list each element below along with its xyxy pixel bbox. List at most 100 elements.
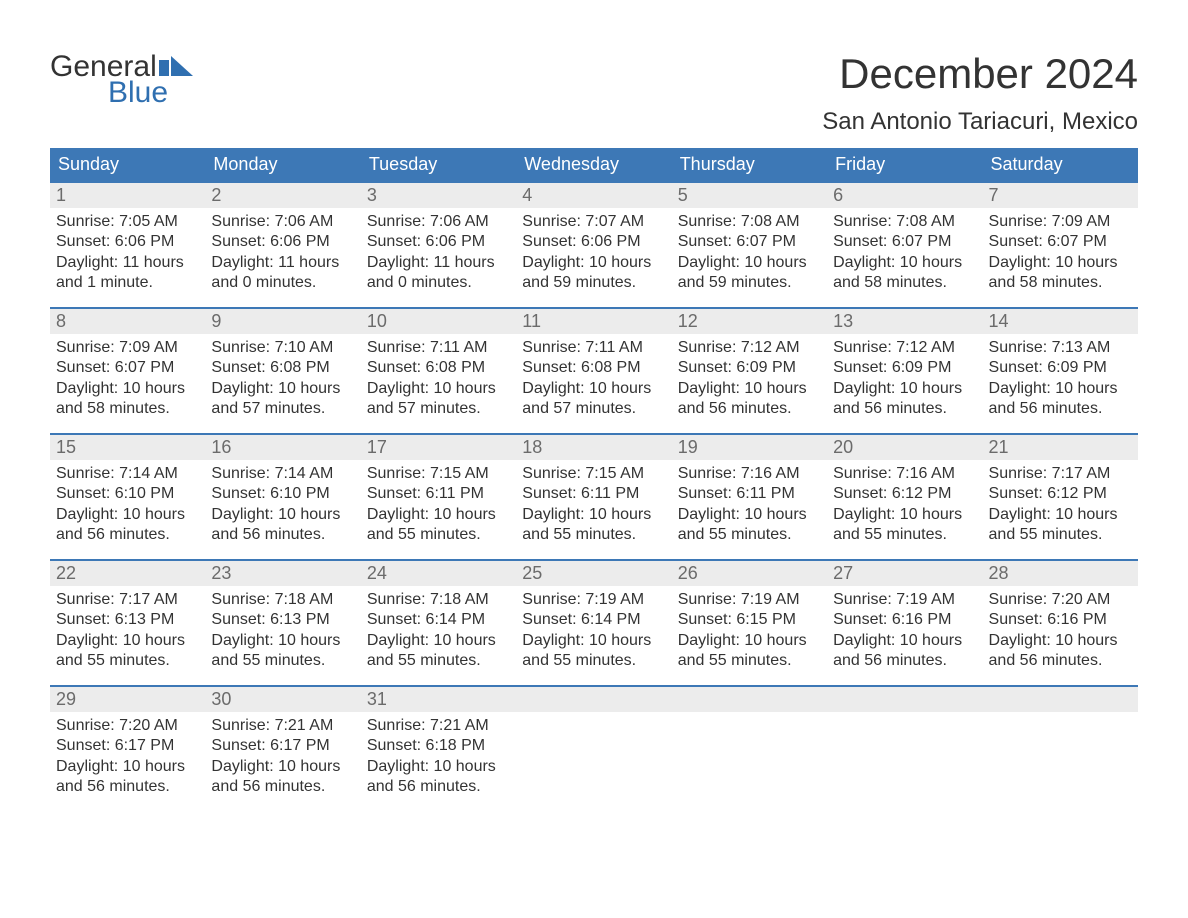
dayheader-mon: Monday: [205, 148, 360, 181]
day-number: 13: [833, 311, 853, 331]
day-number: 15: [56, 437, 76, 457]
day-number: 8: [56, 311, 66, 331]
day-details: Sunrise: 7:07 AMSunset: 6:06 PMDaylight:…: [522, 212, 665, 294]
day-number: 17: [367, 437, 387, 457]
day-details: Sunrise: 7:09 AMSunset: 6:07 PMDaylight:…: [989, 212, 1132, 294]
calendar-header-row: Sunday Monday Tuesday Wednesday Thursday…: [50, 148, 1138, 181]
day-number-row: 11: [516, 309, 671, 334]
dayheader-sun: Sunday: [50, 148, 205, 181]
calendar-day: 27Sunrise: 7:19 AMSunset: 6:16 PMDayligh…: [827, 561, 982, 685]
day-details: Sunrise: 7:21 AMSunset: 6:18 PMDaylight:…: [367, 716, 510, 798]
day-details: Sunrise: 7:11 AMSunset: 6:08 PMDaylight:…: [367, 338, 510, 420]
calendar-day: 26 Sunrise: 7:19 AMSunset: 6:15 PMDayligh…: [672, 561, 827, 685]
day-details: Sunrise: 7:18 AMSunset: 6:13 PMDaylight:…: [211, 590, 354, 672]
day-details: Sunrise: 7:16 AMSunset: 6:12 PMDaylight:…: [833, 464, 976, 546]
calendar-week: 8 Sunrise: 7:09 AMSunset: 6:07 PMDaylight…: [50, 307, 1138, 433]
day-details: Sunrise: 7:06 AMSunset: 6:06 PMDaylight:…: [367, 212, 510, 294]
day-details: Sunrise: 7:19 AMSunset: 6:15 PMDaylight:…: [678, 590, 821, 672]
day-details: Sunrise: 7:18 AMSunset: 6:14 PMDaylight:…: [367, 590, 510, 672]
day-number: 3: [367, 185, 377, 205]
day-number: 14: [989, 311, 1009, 331]
calendar-day: 18Sunrise: 7:15 AMSunset: 6:11 PMDayligh…: [516, 435, 671, 559]
calendar-day: 20 Sunrise: 7:16 AMSunset: 6:12 PMDayligh…: [827, 435, 982, 559]
calendar-day: 9Sunrise: 7:10 AMSunset: 6:08 PMDaylight…: [205, 309, 360, 433]
day-number: 12: [678, 311, 698, 331]
day-details: Sunrise: 7:20 AMSunset: 6:17 PMDaylight:…: [56, 716, 199, 798]
day-number-row: 12: [672, 309, 827, 334]
day-details: Sunrise: 7:14 AMSunset: 6:10 PMDaylight:…: [56, 464, 199, 546]
title-block: December 2024 San Antonio Tariacuri, Mex…: [822, 50, 1138, 136]
day-number: 19: [678, 437, 698, 457]
calendar-day: 19Sunrise: 7:16 AMSunset: 6:11 PMDayligh…: [672, 435, 827, 559]
month-title: December 2024: [822, 50, 1138, 98]
day-details: Sunrise: 7:14 AMSunset: 6:10 PMDaylight:…: [211, 464, 354, 546]
day-number-row: 25: [516, 561, 671, 586]
calendar-day: 5 Sunrise: 7:08 AMSunset: 6:07 PMDaylight…: [672, 183, 827, 307]
day-number-row: 4: [516, 183, 671, 208]
day-number-row: 1: [50, 183, 205, 208]
day-number-row: 29: [50, 687, 205, 712]
calendar-day: 8 Sunrise: 7:09 AMSunset: 6:07 PMDaylight…: [50, 309, 205, 433]
day-number-row: 20: [827, 435, 982, 460]
day-number-row: 5: [672, 183, 827, 208]
day-number-row: 8: [50, 309, 205, 334]
day-number-row: 2: [205, 183, 360, 208]
day-number-row: 23: [205, 561, 360, 586]
day-number-row: .: [983, 687, 1138, 712]
day-number: 18: [522, 437, 542, 457]
day-number: 29: [56, 689, 76, 709]
day-details: Sunrise: 7:17 AMSunset: 6:12 PMDaylight:…: [989, 464, 1132, 546]
day-details: Sunrise: 7:19 AMSunset: 6:14 PMDaylight:…: [522, 590, 665, 672]
day-details: Sunrise: 7:15 AMSunset: 6:11 PMDaylight:…: [367, 464, 510, 546]
logo-text-2: Blue: [50, 76, 193, 110]
day-number-row: 27: [827, 561, 982, 586]
day-number: 4: [522, 185, 532, 205]
day-number-row: 16: [205, 435, 360, 460]
calendar-day: 29 Sunrise: 7:20 AMSunset: 6:17 PMDayligh…: [50, 687, 205, 811]
day-details: Sunrise: 7:06 AMSunset: 6:06 PMDaylight:…: [211, 212, 354, 294]
day-number: 1: [56, 185, 66, 205]
day-details: Sunrise: 7:08 AMSunset: 6:07 PMDaylight:…: [833, 212, 976, 294]
day-number-row: 7: [983, 183, 1138, 208]
dayheader-thu: Thursday: [672, 148, 827, 181]
calendar-day: 17 Sunrise: 7:15 AMSunset: 6:11 PMDayligh…: [361, 435, 516, 559]
day-number-row: 24: [361, 561, 516, 586]
calendar-day: 15 Sunrise: 7:14 AMSunset: 6:10 PMDayligh…: [50, 435, 205, 559]
day-number-row: 10: [361, 309, 516, 334]
day-details: Sunrise: 7:09 AMSunset: 6:07 PMDaylight:…: [56, 338, 199, 420]
calendar-day: .: [672, 687, 827, 811]
day-number-row: 6: [827, 183, 982, 208]
dayheader-sat: Saturday: [983, 148, 1138, 181]
day-number-row: 21: [983, 435, 1138, 460]
day-details: Sunrise: 7:11 AMSunset: 6:08 PMDaylight:…: [522, 338, 665, 420]
day-number: 24: [367, 563, 387, 583]
day-details: Sunrise: 7:08 AMSunset: 6:07 PMDaylight:…: [678, 212, 821, 294]
calendar-day: 2 Sunrise: 7:06 AMSunset: 6:06 PMDaylight…: [205, 183, 360, 307]
day-number-row: 3: [361, 183, 516, 208]
day-number: 11: [522, 311, 541, 331]
calendar-day: 21 Sunrise: 7:17 AMSunset: 6:12 PMDayligh…: [983, 435, 1138, 559]
calendar-day: 24 Sunrise: 7:18 AMSunset: 6:14 PMDayligh…: [361, 561, 516, 685]
calendar-day: 16 Sunrise: 7:14 AMSunset: 6:10 PMDayligh…: [205, 435, 360, 559]
day-details: Sunrise: 7:17 AMSunset: 6:13 PMDaylight:…: [56, 590, 199, 672]
day-number: 21: [989, 437, 1009, 457]
day-number-row: 28: [983, 561, 1138, 586]
calendar-day: 28 Sunrise: 7:20 AMSunset: 6:16 PMDayligh…: [983, 561, 1138, 685]
day-number-row: 17: [361, 435, 516, 460]
calendar-day: 10 Sunrise: 7:11 AMSunset: 6:08 PMDayligh…: [361, 309, 516, 433]
day-details: Sunrise: 7:20 AMSunset: 6:16 PMDaylight:…: [989, 590, 1132, 672]
day-number: 27: [833, 563, 853, 583]
calendar-week: 15 Sunrise: 7:14 AMSunset: 6:10 PMDayligh…: [50, 433, 1138, 559]
calendar-day: 1 Sunrise: 7:05 AMSunset: 6:06 PMDaylight…: [50, 183, 205, 307]
header: General Blue December 2024 San Antonio T…: [50, 50, 1138, 136]
day-details: Sunrise: 7:05 AMSunset: 6:06 PMDaylight:…: [56, 212, 199, 294]
calendar-day: .: [516, 687, 671, 811]
day-number-row: 30: [205, 687, 360, 712]
day-number: 26: [678, 563, 698, 583]
day-number-row: .: [827, 687, 982, 712]
day-details: Sunrise: 7:13 AMSunset: 6:09 PMDaylight:…: [989, 338, 1132, 420]
calendar-day: .: [983, 687, 1138, 811]
day-number: 7: [989, 185, 999, 205]
calendar-day: 30Sunrise: 7:21 AMSunset: 6:17 PMDayligh…: [205, 687, 360, 811]
day-number: 2: [211, 185, 221, 205]
